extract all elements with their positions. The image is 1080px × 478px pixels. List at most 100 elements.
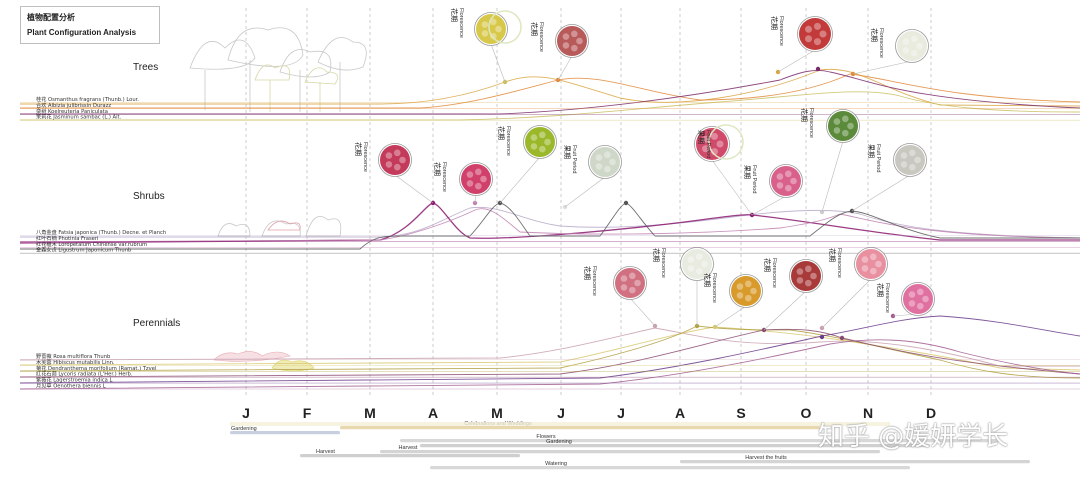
photo-petal-detail [571,44,578,52]
photo-petal-detail [813,38,821,46]
callout-text-cn: 花期 [530,22,539,36]
flower-photo-red-field [696,128,728,160]
plant-cycle-curve [20,206,1080,239]
activity-bar [300,454,520,458]
photo-petal-detail [695,253,703,261]
activity-bar [400,439,1000,443]
plant-cycle-curve [19,325,1080,379]
photo-petal-detail [805,279,812,287]
month-label: M [491,405,503,421]
callout-text: Florescence [458,8,464,38]
photo-petal-detail [530,143,538,150]
photo-petal-detail [813,22,821,30]
callout-label-cn: 花期 [530,22,539,36]
callout-leader-line [751,195,787,216]
callout-text-cn: 花期 [828,248,837,262]
callout-text: Fruit Period [875,144,881,172]
photo-petal-detail [475,182,482,190]
peak-marker [815,66,821,72]
photo-petal-detail [900,152,908,159]
photo-petal-detail [562,33,570,40]
callout-text-cn: 果期 [743,165,751,179]
plant-cycle-curve [20,91,1080,121]
photo-petal-detail [539,145,546,153]
photo-petal-detail [900,161,908,168]
plant-cycle-curve [19,339,1080,390]
flower-photo-red-leaves [380,145,410,175]
callout-text: Florescence [711,273,717,303]
callout-text: Florescence [660,248,666,278]
plant-name-label: 合欢 Albizia julibrissin Durazz [36,101,111,109]
plant-name-label: 栾树 Koelreuteria Paniculata [36,107,108,115]
callout-text-cn: 花期 [800,108,809,122]
callout-text: Florescence [771,258,777,288]
photo-petal-detail [480,175,487,183]
photo-petal-detail [702,145,710,153]
photo-petal-detail [911,49,918,57]
photo-petal-detail [603,151,611,159]
photo-petal-detail [736,292,744,299]
callout-text: Florescence [878,28,884,58]
plant-name-label: 茉莉花 Jasminum sambac (L.) Ait. [36,113,122,121]
month-guide-lines [245,8,932,398]
callout-label-cn: 花期 [583,266,592,280]
flower-photo-pink-cluster [461,164,491,194]
flower-photo-red-tree [799,18,831,50]
photo-petal-detail [696,267,703,275]
plant-cycle-curve [20,69,1080,115]
photo-petal-detail [687,265,695,272]
callout-label-cn: 果期 [867,144,875,158]
callout-text: Fruit Period [705,130,711,158]
plant-name-label: 八角金盘 Fatsia japonica (Thunb.) Decne. et … [36,228,166,236]
callout-label-en: Florescence [808,108,814,138]
photo-petal-detail [784,170,792,178]
photo-petal-detail [916,288,924,296]
callout-label-en: Florescence [711,273,717,303]
month-label: J [557,405,565,421]
callout-leader-line [629,297,656,327]
flower-photo-pink-rose [615,268,645,298]
activity-label: Watering [545,461,567,467]
month-label: N [863,405,873,421]
month-label: A [675,405,685,421]
callout-label-cn: 花期 [354,142,363,156]
photo-petal-detail [716,140,724,148]
callout-leader-line [711,159,753,216]
flower-photo-red-lycoris [791,261,821,291]
plant-name-label: 桂花 Osmanthus fragrans (Thunb.) Lour. [36,95,139,103]
callout-text: Fruit Period [751,165,757,193]
photo-petal-detail [785,184,792,192]
flower-photo-yellow-mum [731,276,761,306]
callout-text: Fruit Period [571,145,577,173]
callout-label-en: Florescence [538,22,544,52]
activity-bar [680,460,1030,464]
callout-text: Florescence [591,266,597,296]
photo-petal-detail [776,173,784,180]
plant-name-label: 菊花 Dendranthema morifolium (Ramat.) Tzve… [36,364,156,372]
photo-petal-detail [909,163,916,171]
plant-name-label: 金森女贞 Ligustrum Japonicum Thunb [36,246,132,254]
callout-label-en: Florescence [660,248,666,278]
callout-label-cn: 花期 [763,258,772,272]
photo-petal-detail [620,284,628,291]
photo-petal-detail [620,275,628,282]
photo-petal-detail [875,260,882,268]
callout-leader-line [394,174,434,204]
tree-silhouettes [189,27,367,372]
photo-petal-detail [687,256,695,263]
callout-label-cn: 花期 [450,8,459,22]
callout-leader-line [851,174,911,212]
flower-photo-green-bud [525,127,555,157]
photo-petal-detail [750,287,757,295]
photo-petal-detail [744,280,752,288]
photo-petal-detail [833,118,841,125]
callout-leader-line [714,305,747,328]
callout-leader-line [564,176,606,208]
activity-bar [380,450,880,454]
photo-petal-detail [474,168,482,176]
callout-text: Florescence [362,142,368,172]
photo-petal-detail [604,165,611,173]
callout-text-cn: 花期 [652,248,661,262]
section-label: Perennials [133,318,180,329]
callout-text-cn: 果期 [563,145,571,159]
